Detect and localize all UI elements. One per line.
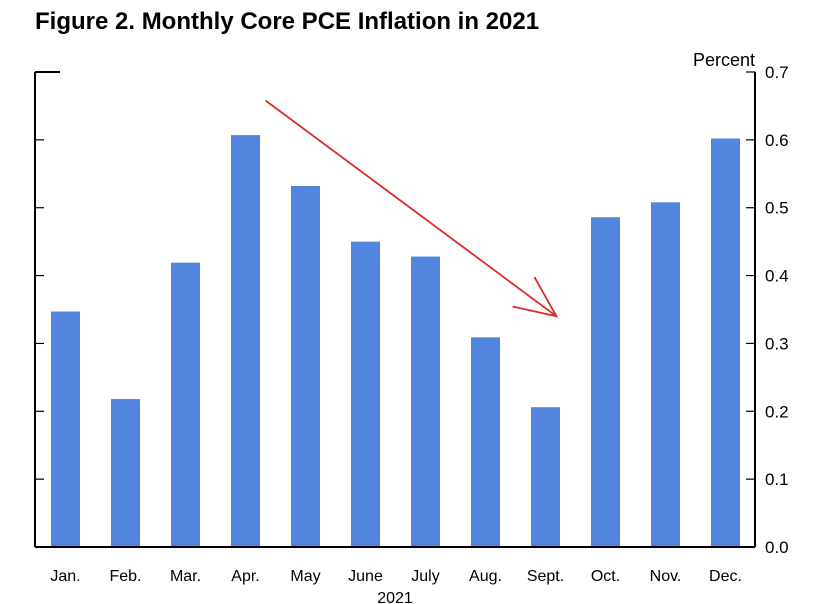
bar-12 <box>711 138 740 547</box>
bar-8 <box>471 337 500 547</box>
x-tick-label: June <box>348 568 383 585</box>
bars-group <box>51 135 740 548</box>
chart-title: Figure 2. Monthly Core PCE Inflation in … <box>35 8 540 35</box>
bar-6 <box>351 241 380 547</box>
bar-9 <box>531 407 560 547</box>
x-tick-label: Oct. <box>591 568 620 585</box>
axes-group <box>34 71 756 548</box>
x-tick-label: Feb. <box>109 568 141 585</box>
bar-2 <box>111 399 140 547</box>
x-tick-label: Nov. <box>650 568 682 585</box>
x-tick-label: Dec. <box>709 568 742 585</box>
bar-5 <box>291 186 320 547</box>
y-tick-label: 0.0 <box>765 538 789 557</box>
trend-arrow <box>264 99 559 318</box>
y-axis-title: Percent <box>693 50 755 70</box>
bar-10 <box>591 217 620 547</box>
bar-7 <box>411 256 440 547</box>
y-tick-label: 0.3 <box>765 334 789 353</box>
x-tick-label: Sept. <box>527 568 564 585</box>
x-labels-group: Jan. Feb. Mar. Apr. May June July Aug. Sept. Oct.… <box>50 568 742 585</box>
y-tick-label: 0.4 <box>765 267 789 286</box>
y-tick-label: 0.2 <box>765 402 789 421</box>
arrow-shaft <box>264 99 558 318</box>
x-tick-label: Mar. <box>170 568 201 585</box>
y-tick-label: 0.5 <box>765 199 789 218</box>
x-tick-label: Aug. <box>469 568 502 585</box>
x-tick-label: Jan. <box>50 568 80 585</box>
y-tick-label: 0.6 <box>765 131 789 150</box>
bar-3 <box>171 262 200 547</box>
y-tick-label: 0.1 <box>765 470 789 489</box>
x-tick-label: Apr. <box>231 568 259 585</box>
x-tick-label: July <box>411 568 439 585</box>
y-ticks-group: 0.0 0.1 0.2 0.3 0.4 0.5 0.6 0.7 <box>35 63 789 557</box>
x-tick-label: May <box>290 568 320 585</box>
bar-4 <box>231 135 260 547</box>
x-axis-title: 2021 <box>377 590 413 604</box>
bar-11 <box>651 202 680 548</box>
bar-1 <box>51 311 80 547</box>
arrow-head <box>512 276 559 318</box>
y-tick-label: 0.7 <box>765 63 789 82</box>
